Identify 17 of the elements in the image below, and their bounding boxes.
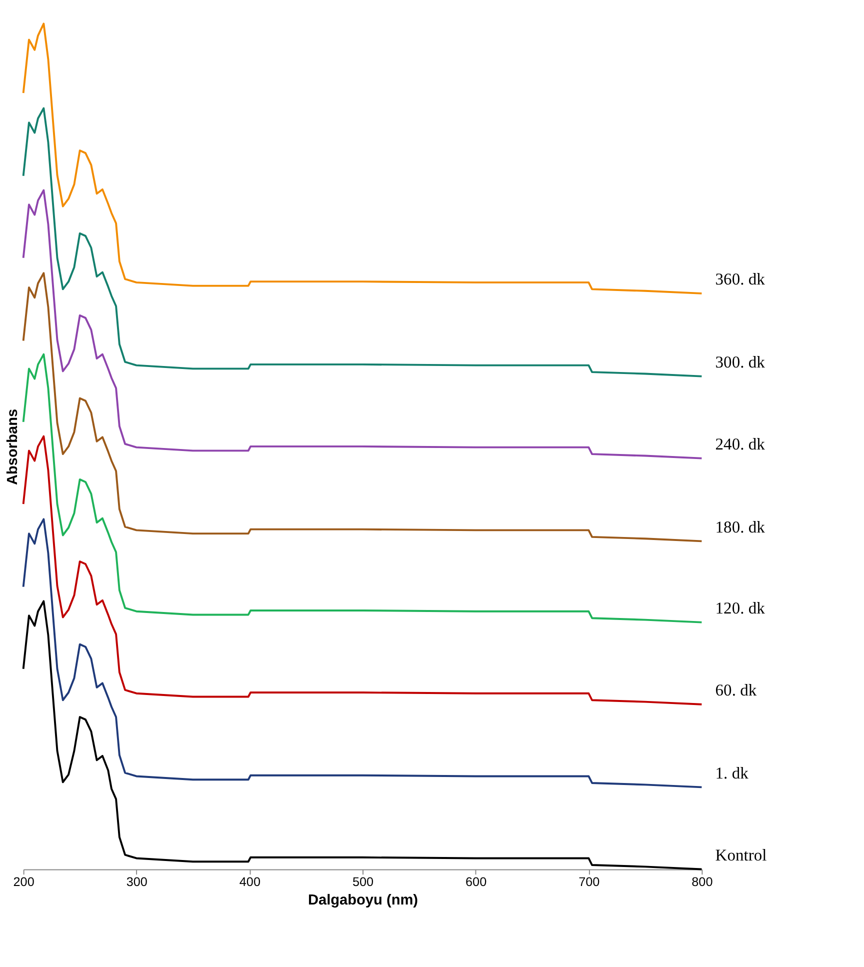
series-label: 360. dk [715,270,766,289]
x-axis-title: Dalgaboyu (nm) [308,892,418,909]
series-label: 180. dk [715,517,766,536]
y-axis-title: Absorbans [5,408,22,485]
series-label: 240. dk [715,434,766,454]
series-label: 1. dk [715,763,750,782]
series-label: 120. dk [715,598,766,618]
x-tick-label: 700 [578,875,600,890]
x-tick-label: 200 [13,875,34,890]
x-tick-label: 300 [126,875,148,890]
series-label: 60. dk [715,680,758,700]
x-tick-label: 600 [466,875,487,890]
x-tick-label: 400 [239,875,260,890]
series-label: Kontrol [715,845,768,864]
x-tick-label: 500 [352,875,374,890]
series-label: 300. dk [715,352,766,372]
x-tick-label: 800 [692,875,713,890]
